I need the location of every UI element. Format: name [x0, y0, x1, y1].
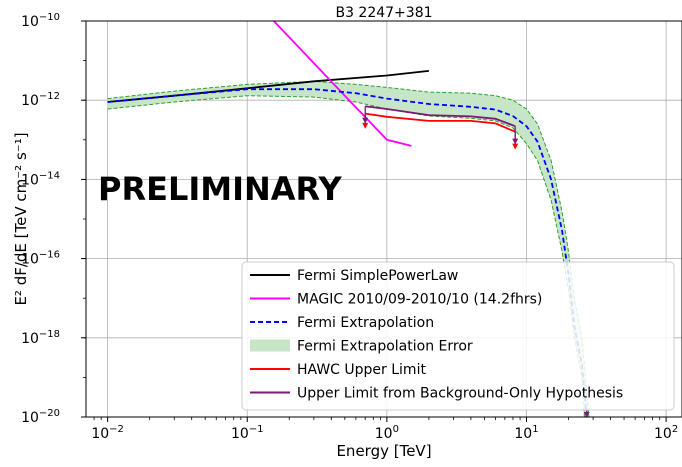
legend-label: Fermi Extrapolation Error — [297, 339, 473, 355]
legend-swatch — [250, 339, 290, 352]
x-tick-label: 102 — [654, 424, 678, 442]
legend-box — [241, 261, 675, 411]
legend-label: MAGIC 2010/09-2010/10 (14.2fhrs) — [297, 292, 542, 308]
upper-limit-arrow-head — [512, 138, 519, 145]
y-tick-label: 10−14 — [21, 170, 60, 188]
x-axis-ticks: 10−2 10−1 100 101 102 — [91, 417, 678, 442]
x-tick-label: 10−2 — [91, 424, 124, 442]
upper-limit-arrow-head — [583, 412, 590, 418]
y-tick-label: 10−20 — [21, 408, 60, 426]
y-axis-ticks: 10−20 10−18 10−16 10−14 10−12 10−10 — [21, 12, 86, 426]
legend-label: HAWC Upper Limit — [297, 362, 426, 378]
series-line-0 — [107, 70, 429, 103]
upper-limit-arrow-head — [362, 117, 369, 124]
x-tick-label: 101 — [514, 424, 538, 442]
x-axis-label: Energy [TeV] — [336, 442, 431, 460]
chart-title: B3 2247+381 — [335, 5, 432, 21]
y-tick-label: 10−18 — [21, 329, 60, 347]
y-axis-label: E² dF/dE [TeV cm⁻² s⁻¹] — [12, 132, 30, 305]
y-tick-label: 10−12 — [21, 91, 60, 109]
y-tick-label: 10−16 — [21, 250, 60, 268]
series-line-4 — [365, 112, 516, 133]
x-tick-label: 10−1 — [231, 424, 264, 442]
error-band-lower-edge — [107, 95, 585, 418]
y-tick-label: 10−10 — [21, 12, 60, 30]
series-line-2 — [107, 88, 588, 418]
upper-limit-arrows — [362, 106, 590, 418]
series-line-5 — [365, 105, 516, 128]
legend-label: Fermi Extrapolation — [297, 315, 434, 331]
x-tick-label: 100 — [375, 424, 399, 442]
legend-label: Fermi SimplePowerLaw — [297, 268, 458, 284]
upper-limit-arrow-head — [362, 122, 369, 129]
watermark-preliminary: PRELIMINARY — [98, 170, 342, 208]
legend-label: Upper Limit from Background-Only Hypothe… — [297, 386, 623, 402]
upper-limit-arrow-head — [512, 143, 519, 150]
legend: Fermi SimplePowerLaw MAGIC 2010/09-2010/1… — [241, 261, 675, 411]
